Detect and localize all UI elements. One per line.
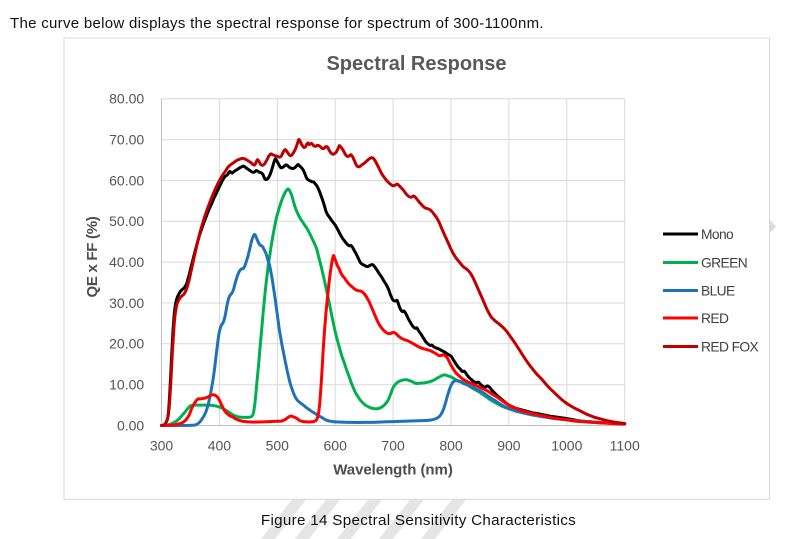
svg-text:30.00: 30.00 [109, 295, 144, 311]
svg-text:QE x FF (%): QE x FF (%) [84, 216, 101, 297]
svg-text:0.00: 0.00 [117, 417, 144, 433]
svg-text:Spectral Response: Spectral Response [326, 53, 506, 75]
svg-text:80.00: 80.00 [109, 91, 144, 107]
svg-text:1000: 1000 [551, 438, 582, 454]
svg-text:300: 300 [150, 438, 174, 454]
svg-text:10.00: 10.00 [109, 377, 144, 393]
svg-text:800: 800 [439, 438, 463, 454]
svg-text:40.00: 40.00 [109, 254, 144, 270]
svg-text:900: 900 [497, 438, 521, 454]
svg-text:RED FOX: RED FOX [701, 339, 759, 354]
svg-text:700: 700 [381, 438, 405, 454]
svg-text:GREEN: GREEN [701, 255, 747, 270]
svg-text:50.00: 50.00 [109, 213, 144, 229]
svg-text:Wavelength (nm): Wavelength (nm) [333, 462, 453, 479]
svg-text:400: 400 [208, 438, 232, 454]
svg-text:Mono: Mono [701, 227, 734, 242]
svg-text:20.00: 20.00 [109, 336, 144, 352]
svg-text:600: 600 [324, 438, 348, 454]
svg-text:500: 500 [266, 438, 290, 454]
svg-text:70.00: 70.00 [109, 131, 144, 147]
svg-text:RED: RED [701, 311, 729, 326]
svg-text:60.00: 60.00 [109, 172, 144, 188]
svg-text:1100: 1100 [610, 438, 640, 454]
svg-text:BLUE: BLUE [701, 283, 735, 298]
